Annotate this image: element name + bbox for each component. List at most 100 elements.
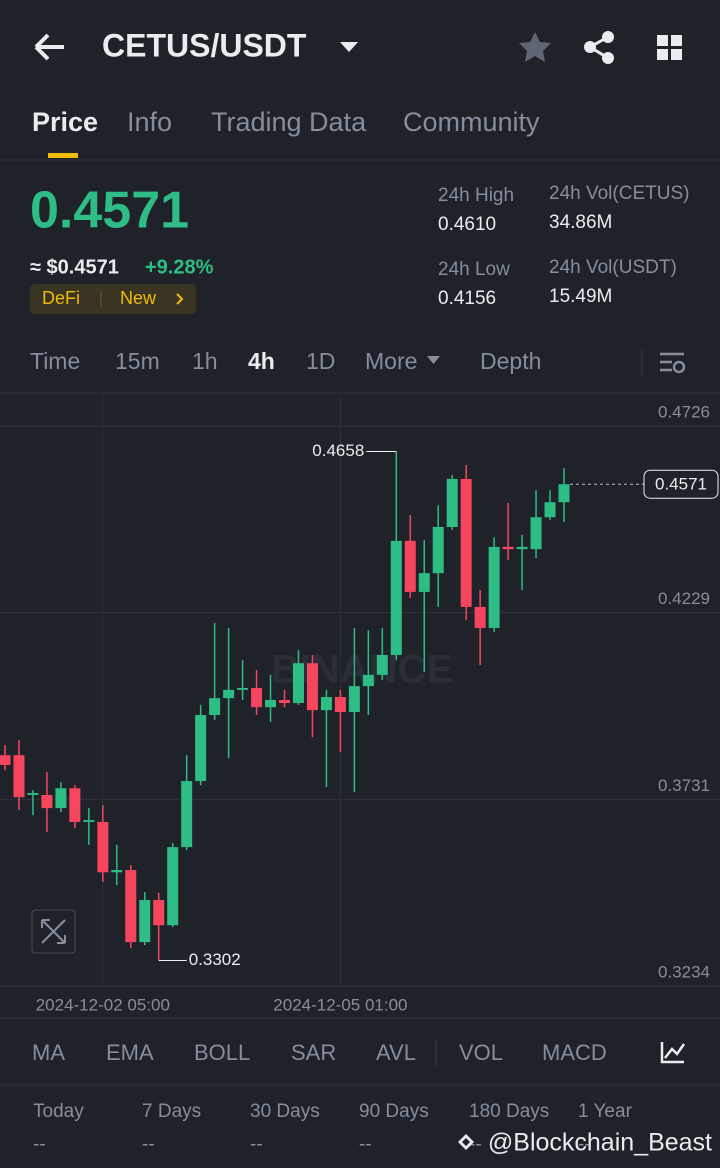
tag[interactable]: New — [120, 288, 157, 308]
candle-body — [279, 700, 290, 704]
indicator[interactable]: VOL — [459, 1040, 503, 1065]
indicator[interactable]: BOLL — [194, 1040, 250, 1065]
y-tick-label: 0.3731 — [658, 776, 710, 795]
candle-body — [223, 689, 235, 699]
candle-body — [41, 794, 53, 809]
interval[interactable]: 15m — [115, 348, 160, 374]
candle-body — [209, 698, 221, 716]
period-value: -- — [142, 1134, 155, 1155]
chart-settings-icon[interactable] — [660, 352, 686, 374]
period-label: 30 Days — [250, 1101, 320, 1122]
more-caret — [427, 356, 440, 364]
last-price-box — [643, 469, 719, 499]
tag[interactable]: DeFi — [42, 288, 80, 308]
candle-body — [334, 697, 346, 713]
candle-body — [306, 663, 318, 711]
stat-value: 0.4156 — [438, 288, 496, 309]
candle-body — [376, 654, 388, 675]
period-label: 90 Days — [359, 1101, 429, 1122]
candle-body — [488, 546, 500, 628]
tab[interactable]: Info — [127, 107, 172, 137]
last-price-label: 0.4571 — [655, 475, 707, 494]
candle-body — [69, 788, 81, 822]
candle-body — [390, 540, 402, 655]
back-button[interactable] — [34, 33, 64, 61]
period-label: 7 Days — [142, 1101, 201, 1122]
candle-body — [251, 687, 263, 708]
y-tick-label: 0.4229 — [658, 589, 710, 608]
tag-chevron — [176, 293, 184, 305]
tab[interactable]: Community — [403, 107, 540, 137]
candle-body — [139, 900, 151, 943]
period-label: Today — [33, 1101, 84, 1122]
fullscreen-icon — [41, 919, 66, 944]
x-tick-label: 2024-12-02 05:00 — [36, 995, 170, 1014]
candle-body — [544, 502, 556, 518]
indicator-settings-icon[interactable] — [660, 1042, 686, 1064]
candle-body — [97, 821, 109, 873]
candle-body — [265, 700, 277, 708]
candle-body — [83, 820, 95, 822]
tag-box[interactable] — [30, 284, 196, 314]
tab[interactable]: Trading Data — [211, 107, 367, 137]
indicator[interactable]: EMA — [106, 1040, 154, 1065]
interval[interactable]: 1D — [306, 348, 335, 374]
stat-label: 24h Vol(CETUS) — [549, 183, 689, 204]
tab[interactable]: Price — [32, 107, 98, 137]
indicator[interactable]: SAR — [291, 1040, 336, 1065]
period-label: 180 Days — [469, 1101, 549, 1122]
period-value: -- — [250, 1134, 263, 1155]
candle-body — [404, 540, 416, 592]
stat-label: 24h High — [438, 185, 514, 206]
fiat-price: ≈ $0.4571 — [30, 256, 119, 278]
share-icon[interactable] — [584, 31, 614, 64]
y-tick-label: 0.4726 — [658, 403, 710, 422]
candle-body — [502, 546, 514, 550]
candle-body — [0, 755, 11, 765]
candle-body — [111, 870, 123, 873]
candle-body — [55, 788, 67, 809]
candle-body — [13, 755, 25, 798]
y-tick-label: 0.3234 — [658, 962, 710, 981]
candle-body — [348, 686, 360, 713]
pair-title[interactable]: CETUS/USDT — [102, 27, 307, 63]
candle-body — [558, 484, 570, 503]
period-value: -- — [359, 1134, 372, 1155]
candle-body — [195, 715, 207, 782]
candle-body — [167, 847, 179, 926]
candle-body — [125, 870, 137, 943]
active-tab-indicator — [48, 153, 78, 158]
interval[interactable]: More — [365, 348, 417, 374]
interval[interactable]: Time — [30, 348, 80, 374]
grid-icon[interactable] — [657, 35, 682, 60]
candle-body — [181, 781, 193, 848]
candle-body — [292, 663, 304, 704]
candle-body — [474, 606, 486, 628]
last-price: 0.4571 — [30, 182, 189, 240]
indicator[interactable]: MA — [32, 1040, 65, 1065]
favorite-icon[interactable] — [519, 32, 551, 62]
x-tick-label: 2024-12-05 01:00 — [273, 995, 407, 1014]
indicator[interactable]: MACD — [542, 1040, 607, 1065]
interval[interactable]: Depth — [480, 348, 541, 374]
high-label: 0.4658 — [312, 441, 364, 460]
candle-body — [530, 517, 542, 550]
period-value: -- — [578, 1134, 591, 1155]
candle-body — [516, 546, 528, 550]
interval[interactable]: 1h — [192, 348, 218, 374]
pair-dropdown[interactable] — [340, 42, 358, 52]
price-change: +9.28% — [145, 256, 214, 278]
candle-body — [362, 674, 374, 687]
period-value: -- — [469, 1134, 482, 1155]
stat-label: 24h Low — [438, 259, 510, 280]
candle-body — [446, 478, 458, 527]
candle-body — [237, 687, 249, 690]
candle-body — [432, 526, 444, 574]
interval[interactable]: 4h — [248, 348, 275, 374]
stat-label: 24h Vol(USDT) — [549, 257, 677, 278]
indicator[interactable]: AVL — [376, 1040, 416, 1065]
candle-body — [27, 793, 39, 795]
candle-body — [320, 697, 332, 711]
